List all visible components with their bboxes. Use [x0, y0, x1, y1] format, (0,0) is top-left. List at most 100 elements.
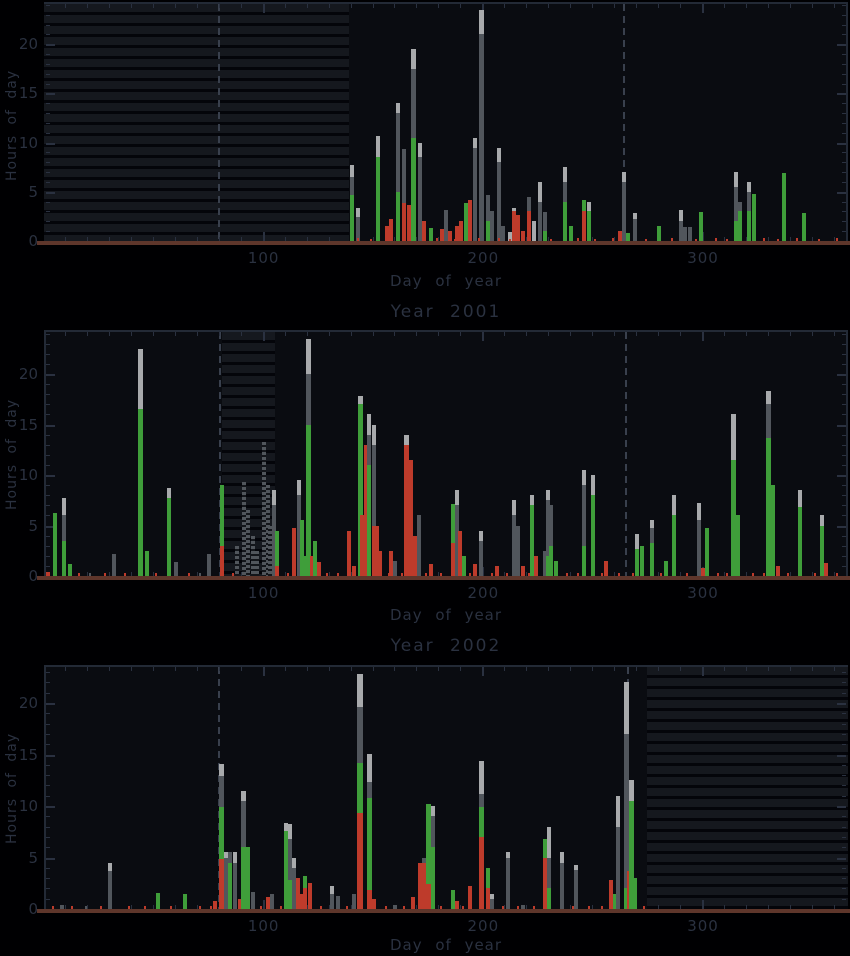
green-bar-segment: [300, 520, 305, 576]
stacked-bar: [623, 682, 629, 909]
dark-gray-bar-segment: [478, 34, 484, 241]
y-tick-label-10: 10: [18, 797, 38, 815]
x-axis-minor-tick: [460, 905, 462, 909]
red-bar-segment: [408, 459, 413, 576]
x-axis-minor-tick: [723, 905, 725, 909]
stacked-bar: [336, 895, 341, 909]
light-gray-bar-segment: [61, 498, 66, 516]
x-axis-minor-tick: [372, 237, 374, 241]
baseline-noise-tick: [198, 573, 201, 576]
red-bar-segment: [468, 199, 473, 241]
stacked-bar: [542, 211, 547, 241]
dark-gray-bar-segment: [329, 893, 334, 909]
light-gray-bar-segment: [219, 763, 225, 777]
green-bar-segment: [313, 540, 318, 576]
baseline-noise-tick: [787, 573, 790, 576]
green-bar-segment: [367, 464, 372, 576]
green-bar-segment: [705, 527, 710, 576]
stacked-bar: [219, 763, 225, 909]
stacked-bar: [479, 530, 484, 576]
red-bar-segment: [450, 542, 455, 576]
y-axis-minor-tick: [46, 83, 50, 85]
red-bar-segment: [384, 226, 389, 241]
y-axis-minor-tick: [46, 535, 50, 537]
y-axis-minor-tick: [46, 152, 50, 154]
y-axis-minor-tick: [842, 384, 846, 386]
red-bar-segment: [286, 572, 289, 576]
x-axis-minor-tick: [240, 332, 242, 336]
red-bar-segment: [389, 550, 394, 576]
dark-gray-bar-segment: [227, 852, 232, 863]
stacked-bar: [472, 137, 477, 241]
stacked-bar: [512, 207, 517, 241]
x-axis-minor-tick: [745, 237, 747, 241]
light-gray-bar-segment: [586, 201, 591, 212]
x-axis-minor-tick: [394, 4, 396, 8]
dashed-vertical-marker-line: [625, 332, 628, 576]
y-axis-label-panel-3: Hours of day: [4, 732, 20, 844]
green-bar-segment: [562, 201, 567, 241]
stacked-bar: [303, 555, 308, 576]
baseline-noise-tick: [686, 572, 689, 576]
green-bar-segment: [639, 545, 644, 576]
baseline-noise-tick: [319, 905, 322, 909]
stacked-bar: [459, 221, 464, 241]
dark-gray-bar-segment: [416, 515, 421, 576]
y-axis-major-tick: [46, 806, 55, 808]
y-axis-major-tick: [837, 374, 846, 376]
x-axis-minor-tick: [174, 4, 176, 8]
red-bar-segment: [468, 886, 473, 909]
red-bar-segment: [356, 238, 359, 241]
y-axis-minor-tick: [842, 713, 846, 715]
x-axis-minor-tick: [526, 237, 528, 241]
y-axis-minor-tick: [46, 775, 50, 777]
stacked-bar: [529, 495, 534, 576]
x-axis-minor-tick: [152, 667, 154, 671]
baseline-noise-tick: [462, 906, 465, 909]
stacked-bar: [542, 550, 547, 576]
x-axis-minor-tick: [350, 667, 352, 671]
red-bar-segment: [260, 905, 263, 909]
green-bar-segment: [733, 221, 738, 241]
x-axis-minor-tick: [306, 332, 308, 336]
stacked-bar: [182, 893, 187, 909]
red-bar-segment: [835, 238, 838, 241]
y-axis-minor-tick: [46, 565, 50, 567]
y-axis-minor-tick: [842, 505, 846, 507]
red-bar-segment: [198, 905, 201, 909]
baseline-noise-tick: [84, 906, 87, 909]
light-gray-bar-segment: [512, 207, 517, 212]
y-axis-minor-tick: [46, 878, 50, 880]
red-bar-segment: [440, 573, 443, 576]
y-axis-minor-tick: [46, 384, 50, 386]
x-axis-minor-tick: [723, 4, 725, 8]
baseline-noise-tick: [440, 573, 443, 576]
baseline-noise-tick: [403, 906, 406, 909]
stacked-bar: [751, 193, 756, 241]
x-axis-minor-tick: [174, 237, 176, 241]
stacked-bar: [520, 904, 525, 909]
stacked-bar: [736, 515, 741, 576]
x-axis-major-tick: [262, 900, 265, 909]
green-bar-segment: [288, 880, 293, 909]
stacked-bar: [733, 172, 738, 241]
y-axis-minor-tick: [842, 152, 846, 154]
x-axis-minor-tick: [86, 332, 88, 336]
stacked-bar: [512, 500, 517, 576]
x-axis-minor-tick: [636, 332, 638, 336]
stacked-bar: [425, 803, 431, 909]
x-axis-minor-tick: [416, 905, 418, 909]
red-bar-segment: [824, 562, 829, 576]
stacked-bar: [351, 893, 356, 909]
red-bar-segment: [71, 905, 74, 909]
red-bar-segment: [387, 572, 390, 576]
stacked-bar: [329, 886, 334, 909]
stacked-bar: [233, 852, 238, 909]
x-axis-minor-tick: [789, 667, 791, 671]
stacked-bar: [797, 490, 802, 576]
dark-gray-bar-segment: [336, 895, 341, 909]
green-bar-segment: [395, 191, 400, 241]
baseline-noise-tick: [370, 238, 373, 241]
red-bar-segment: [104, 573, 107, 576]
baseline-noise-tick: [660, 573, 663, 576]
